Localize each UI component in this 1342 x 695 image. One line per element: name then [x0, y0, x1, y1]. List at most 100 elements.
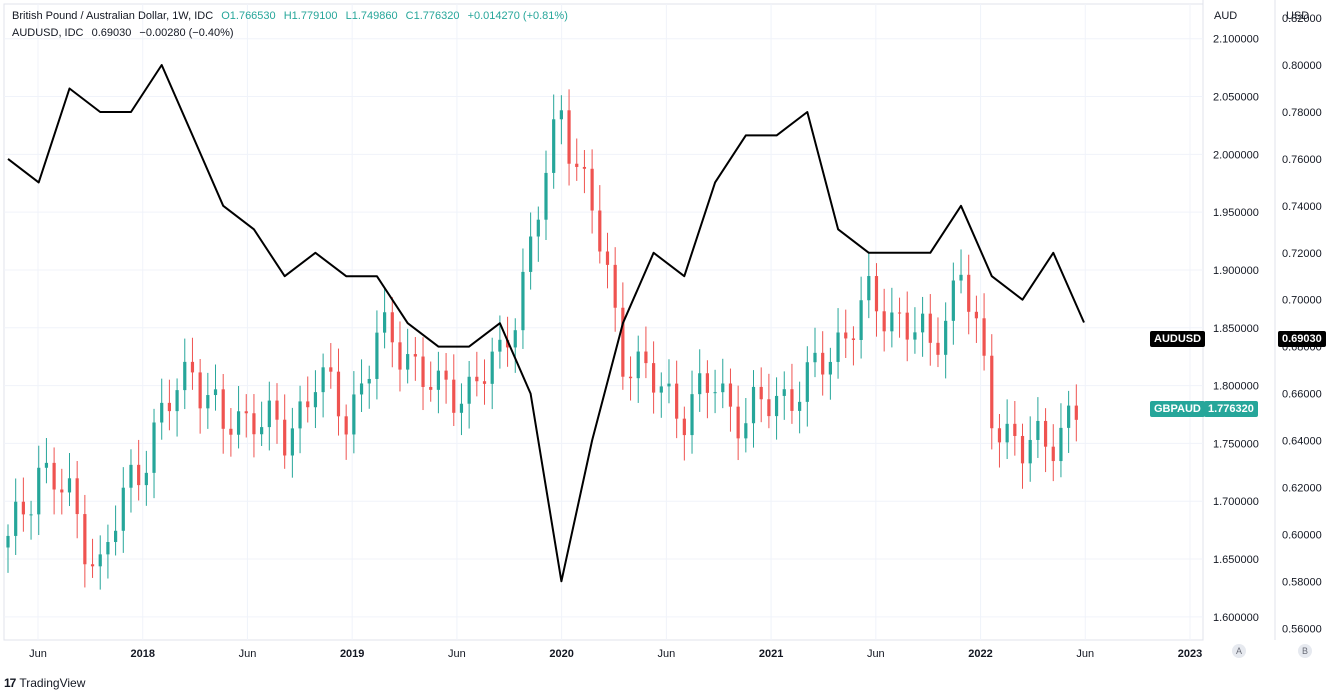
time-tick-label: 2023: [1178, 648, 1202, 660]
gbpaud-candle: [90, 564, 95, 567]
gbpaud-candle: [290, 428, 294, 456]
usd-tick-label: 0.78000: [1282, 107, 1322, 119]
aud-tick-label: 1.950000: [1213, 207, 1259, 219]
gbpaud-candle: [383, 312, 387, 333]
gbpaud-candle: [667, 383, 671, 387]
gbpaud-candle: [198, 372, 202, 409]
gbpaud-candle: [1020, 435, 1025, 464]
gbpaud-candle: [1051, 446, 1055, 462]
gbpaud-candle: [436, 370, 440, 390]
gbpaud-candle: [890, 312, 894, 332]
gbpaud-candle: [1067, 405, 1071, 428]
gbpaud-candle: [267, 400, 271, 428]
gbpaud-candle: [429, 386, 433, 390]
gbpaud-candle: [1059, 427, 1063, 462]
gbpaud-candle: [236, 411, 241, 435]
gbpaud-candle: [482, 381, 487, 384]
aud-tick-label: 2.000000: [1213, 149, 1259, 161]
auto-scale-button[interactable]: A: [1232, 644, 1246, 658]
tradingview-logo-icon: 17: [4, 676, 16, 690]
usd-tick-label: 0.74000: [1282, 201, 1322, 213]
open-value: O1.766530: [221, 10, 276, 22]
gbpaud-candle: [928, 313, 932, 343]
gbpaud-candle: [636, 351, 640, 379]
gbpaud-candle: [867, 276, 871, 301]
gbpaud-candle: [6, 535, 10, 548]
gbpaud-candle: [736, 406, 740, 439]
gbpaud-candle: [344, 416, 348, 435]
gbpaud-candle: [713, 392, 717, 394]
gbpaud-candle: [798, 401, 802, 411]
gbpaud-candle: [782, 389, 786, 396]
aud-tick-label: 1.700000: [1213, 496, 1259, 508]
plot-area: [3, 3, 1204, 641]
gbpaud-candle: [759, 386, 763, 400]
gbpaud-candle: [790, 389, 794, 411]
gbpaud-candle: [129, 464, 133, 488]
gbpaud-candle: [1028, 439, 1032, 464]
gbpaud-candle: [37, 467, 41, 515]
gbpaud-candle: [513, 330, 517, 348]
gbpaud-candle: [751, 386, 756, 424]
scale-b-button[interactable]: B: [1298, 644, 1312, 658]
gbpaud-candle: [1005, 423, 1009, 443]
gbpaud-candle: [721, 383, 725, 393]
gbpaud-candle: [874, 276, 879, 312]
gbpaud-candle: [897, 312, 902, 314]
gbpaud-candle: [990, 355, 994, 429]
gbpaud-candle: [152, 422, 156, 473]
time-tick-label: Jun: [29, 648, 47, 660]
usd-tick-label: 0.72000: [1282, 248, 1322, 260]
gbpaud-candle: [167, 402, 171, 412]
high-value: H1.779100: [283, 10, 338, 22]
gbpaud-candle: [698, 373, 702, 395]
gbpaud-candle: [183, 361, 187, 391]
gbpaud-candle: [1043, 420, 1048, 447]
gbpaud-candle: [306, 401, 310, 408]
gbpaud-candle: [229, 428, 233, 435]
usd-axis-title: USD: [1286, 10, 1310, 22]
gbpaud-candle: [106, 542, 110, 555]
gbpaud-candle: [44, 462, 49, 468]
tradingview-brand[interactable]: 17 TradingView: [4, 676, 85, 690]
audusd-label-tag: AUDUSD: [1150, 331, 1206, 347]
usd-tick-label: 0.76000: [1282, 154, 1322, 166]
usd-tick-label: 0.70000: [1282, 295, 1322, 307]
gbpaud-candle: [29, 514, 33, 516]
gbpaud-candle: [598, 210, 602, 252]
time-tick-label: 2018: [130, 648, 154, 660]
gbpaud-candle: [298, 401, 302, 429]
gbpaud-candle: [582, 166, 587, 169]
time-tick-label: Jun: [657, 648, 675, 660]
gbpaud-candle: [336, 371, 341, 417]
gbpaud-candle: [521, 271, 525, 331]
gbpaud-candle: [967, 274, 971, 312]
time-tick-label: Jun: [448, 648, 466, 660]
usd-tick-label: 0.60000: [1282, 529, 1322, 541]
gbpaud-candle: [21, 501, 25, 515]
gbpaud-candle: [60, 489, 64, 493]
gbpaud-candle: [283, 419, 287, 456]
gbpaud-candle: [728, 383, 733, 407]
gbpaud-candle: [252, 413, 256, 435]
gbpaud-candle: [52, 462, 56, 490]
gbpaud-candle: [114, 530, 118, 543]
gbpaud-candle: [14, 501, 18, 536]
symbol-title: British Pound / Australian Dollar, 1W, I…: [12, 10, 214, 22]
header-overlay-series: AUDUSD, IDC 0.69030 −0.00280 (−0.40%): [12, 26, 239, 40]
aud-tick-label: 1.650000: [1213, 554, 1259, 566]
aud-tick-label: 2.050000: [1213, 92, 1259, 104]
gbpaud-candle: [836, 332, 840, 362]
gbpaud-candle: [559, 110, 563, 120]
audusd-line: [7, 64, 1085, 583]
gbpaud-candle: [567, 110, 571, 164]
gbpaud-candle: [375, 332, 379, 379]
gbpaud-candle: [498, 339, 502, 352]
usd-tick-label: 0.82000: [1282, 13, 1322, 25]
gbpaud-candle: [936, 342, 940, 355]
gbpaud-candle: [813, 352, 817, 363]
gbpaud-candle: [260, 427, 264, 435]
gbpaud-candle: [536, 219, 540, 237]
aud-tick-label: 1.750000: [1213, 438, 1259, 450]
